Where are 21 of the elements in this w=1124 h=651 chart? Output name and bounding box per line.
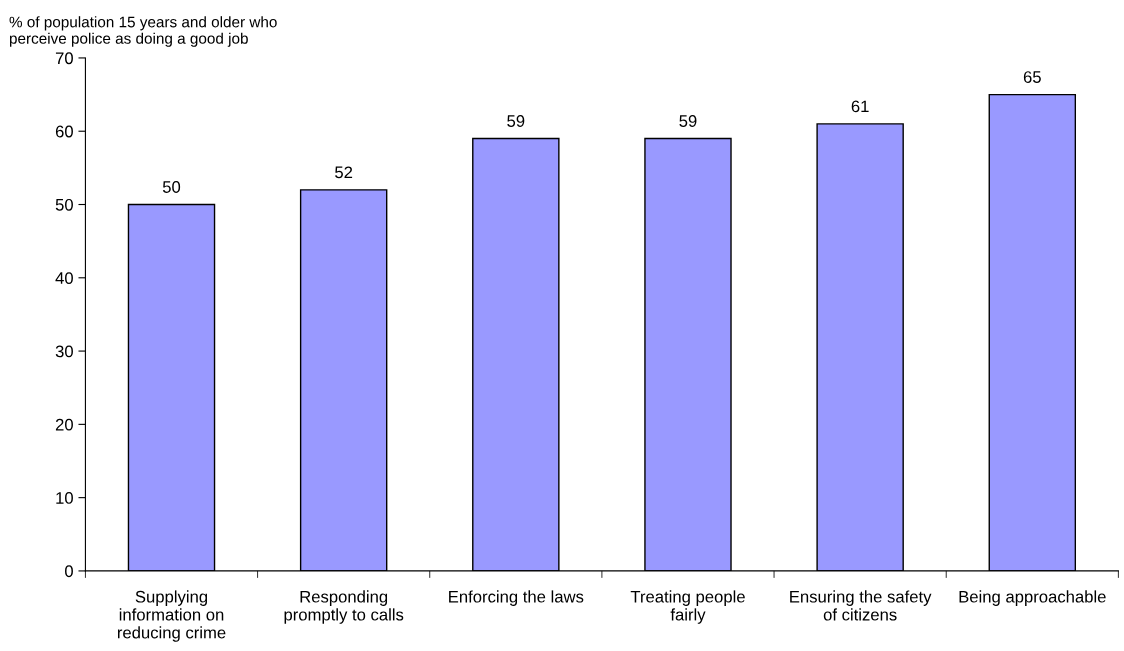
y-tick-label: 60 <box>55 125 73 138</box>
y-tick-label: 40 <box>55 272 73 284</box>
x-tick-label: Supplying information on reducing crime <box>117 590 226 642</box>
data-label: 61 <box>851 100 869 113</box>
y-tick-label: 10 <box>56 492 73 504</box>
x-tick-label: Responding promptly to calls <box>284 590 404 624</box>
y-axis-title: % of population 15 years and older who perceive police as doing a good job <box>9 16 277 47</box>
y-tick-label: 20 <box>55 418 73 431</box>
y-tick-label: 50 <box>55 198 73 211</box>
data-label: 59 <box>507 115 525 127</box>
x-tick-label: Treating people fairly <box>630 590 745 624</box>
data-label: 59 <box>679 115 697 127</box>
data-label: 65 <box>1023 71 1041 83</box>
y-tick-label: 70 <box>55 52 73 65</box>
data-label: 52 <box>335 166 353 179</box>
data-label: 50 <box>162 181 181 193</box>
y-tick-label: 30 <box>55 345 73 358</box>
x-tick-label: Ensuring the safety of citizens <box>790 590 932 621</box>
x-tick-label: Being approachable <box>959 590 1106 606</box>
y-tick-label: 0 <box>65 565 73 578</box>
x-tick-label: Enforcing the laws <box>449 590 584 606</box>
